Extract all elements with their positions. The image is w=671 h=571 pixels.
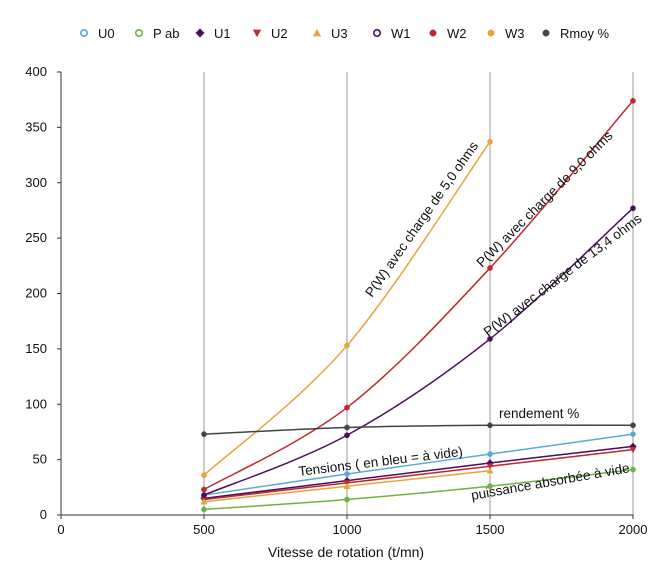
axes: 0 50 100 150 200 250 300 350 400 0 500 1000 1500 2000 — [25, 64, 647, 537]
data-point-p-ab — [487, 483, 493, 490]
data-point-u3 — [200, 498, 208, 505]
data-point-w2 — [344, 404, 350, 411]
legend-marker-w2 — [429, 29, 437, 37]
series-line-u1 — [203, 445, 634, 500]
y-tick-label: 50 — [33, 452, 47, 467]
grid — [203, 72, 634, 515]
legend-item-u3: U3 — [312, 26, 348, 41]
data-point-w2 — [201, 486, 207, 493]
series-line-rmoy — [203, 424, 634, 435]
legend-label-u3: U3 — [331, 26, 348, 41]
data-point-w3 — [344, 342, 350, 349]
y-tick-label: 350 — [25, 119, 47, 134]
x-tick-label: 1000 — [333, 522, 362, 537]
legend-marker-p-ab — [135, 28, 144, 37]
annotation-puissance: puissance absorbée à vide — [470, 460, 631, 503]
y-tick-label: 200 — [25, 286, 47, 301]
data-point-w1 — [344, 432, 350, 439]
annotation-w3: P(W) avec charge de 5,0 ohms — [362, 138, 481, 299]
data-point-u2 — [629, 446, 637, 454]
legend-label-u0: U0 — [98, 26, 115, 41]
y-tick-label: 150 — [25, 341, 47, 356]
legend-item-u1: U1 — [195, 26, 231, 41]
legend-marker-rmoy — [542, 29, 550, 37]
data-point-w3 — [487, 138, 493, 145]
data-point-rmoy — [201, 431, 207, 438]
series-u3 — [200, 467, 494, 505]
legend-item-w2: W2 — [429, 26, 467, 41]
x-tick-label: 500 — [193, 522, 215, 537]
data-point-rmoy — [487, 422, 493, 429]
series-line-u2 — [203, 448, 634, 501]
legend-marker-u3 — [312, 28, 322, 37]
data-point-u0 — [487, 451, 493, 457]
y-tick-label: 100 — [25, 396, 47, 411]
x-tick-label: 2000 — [619, 522, 648, 537]
data-point-p-ab — [201, 506, 207, 513]
legend-item-w3: W3 — [487, 26, 525, 41]
data-point-w1 — [630, 205, 636, 212]
legend-item-rmoy: Rmoy % — [542, 26, 610, 41]
legend-item-w1: W1 — [372, 26, 411, 41]
data-point-u2 — [486, 463, 494, 470]
data-point-w1 — [201, 492, 207, 498]
legend-label-w3: W3 — [505, 26, 525, 41]
series-u2 — [200, 446, 637, 503]
legend-item-u2: U2 — [252, 26, 288, 41]
x-tick-label: 0 — [57, 522, 64, 537]
data-point-rmoy — [344, 424, 350, 431]
annotation-tensions: Tensions ( en bleu = à vide) — [298, 444, 464, 479]
y-tick-label: 0 — [40, 507, 47, 522]
legend-label-rmoy: Rmoy % — [560, 26, 610, 41]
data-point-rmoy — [630, 422, 636, 429]
series-line-u0 — [203, 433, 634, 496]
legend-label-p-ab: P ab — [153, 26, 180, 41]
legend-marker-w3 — [487, 29, 495, 37]
legend-label-w2: W2 — [447, 26, 467, 41]
data-point-w3 — [201, 472, 207, 478]
series-layer — [200, 97, 637, 513]
legend: U0 P ab U1 U2 U3 W1 W2 W3 Rmoy % — [80, 26, 610, 41]
legend-marker-u2 — [252, 29, 262, 38]
data-point-w2 — [487, 265, 493, 271]
legend-item-p-ab: P ab — [135, 26, 180, 41]
legend-label-w1: W1 — [391, 26, 411, 41]
data-point-w1 — [487, 336, 493, 342]
legend-marker-u1 — [195, 28, 205, 38]
series-line-w1 — [203, 207, 634, 496]
x-tick-label: 1500 — [476, 522, 505, 537]
data-point-p-ab — [630, 466, 636, 473]
series-line-w2 — [203, 100, 634, 491]
y-tick-label: 250 — [25, 230, 47, 245]
legend-marker-u0 — [80, 28, 89, 37]
y-tick-label: 300 — [25, 175, 47, 190]
series-p-ab — [201, 466, 636, 513]
legend-item-u0: U0 — [80, 26, 115, 41]
annotation-rendement: rendement % — [499, 406, 579, 421]
data-point-u0 — [630, 431, 636, 438]
series-line-p-ab — [203, 468, 634, 511]
annotations: P(W) avec charge de 5,0 ohms P(W) avec c… — [298, 128, 645, 503]
data-point-u3 — [486, 467, 494, 474]
data-point-u0 — [344, 471, 350, 477]
legend-marker-w1 — [372, 28, 381, 37]
data-point-p-ab — [344, 496, 350, 503]
data-point-w2 — [630, 97, 636, 104]
series-w1 — [201, 205, 636, 498]
legend-label-u1: U1 — [214, 26, 231, 41]
x-axis-title: Vitesse de rotation (t/mn) — [268, 544, 424, 560]
data-point-u3 — [343, 482, 351, 489]
series-u0 — [201, 431, 636, 498]
series-w2 — [201, 97, 636, 493]
y-tick-label: 400 — [25, 64, 47, 79]
series-w3 — [201, 138, 493, 478]
legend-label-u2: U2 — [271, 26, 288, 41]
series-rmoy — [201, 422, 636, 438]
